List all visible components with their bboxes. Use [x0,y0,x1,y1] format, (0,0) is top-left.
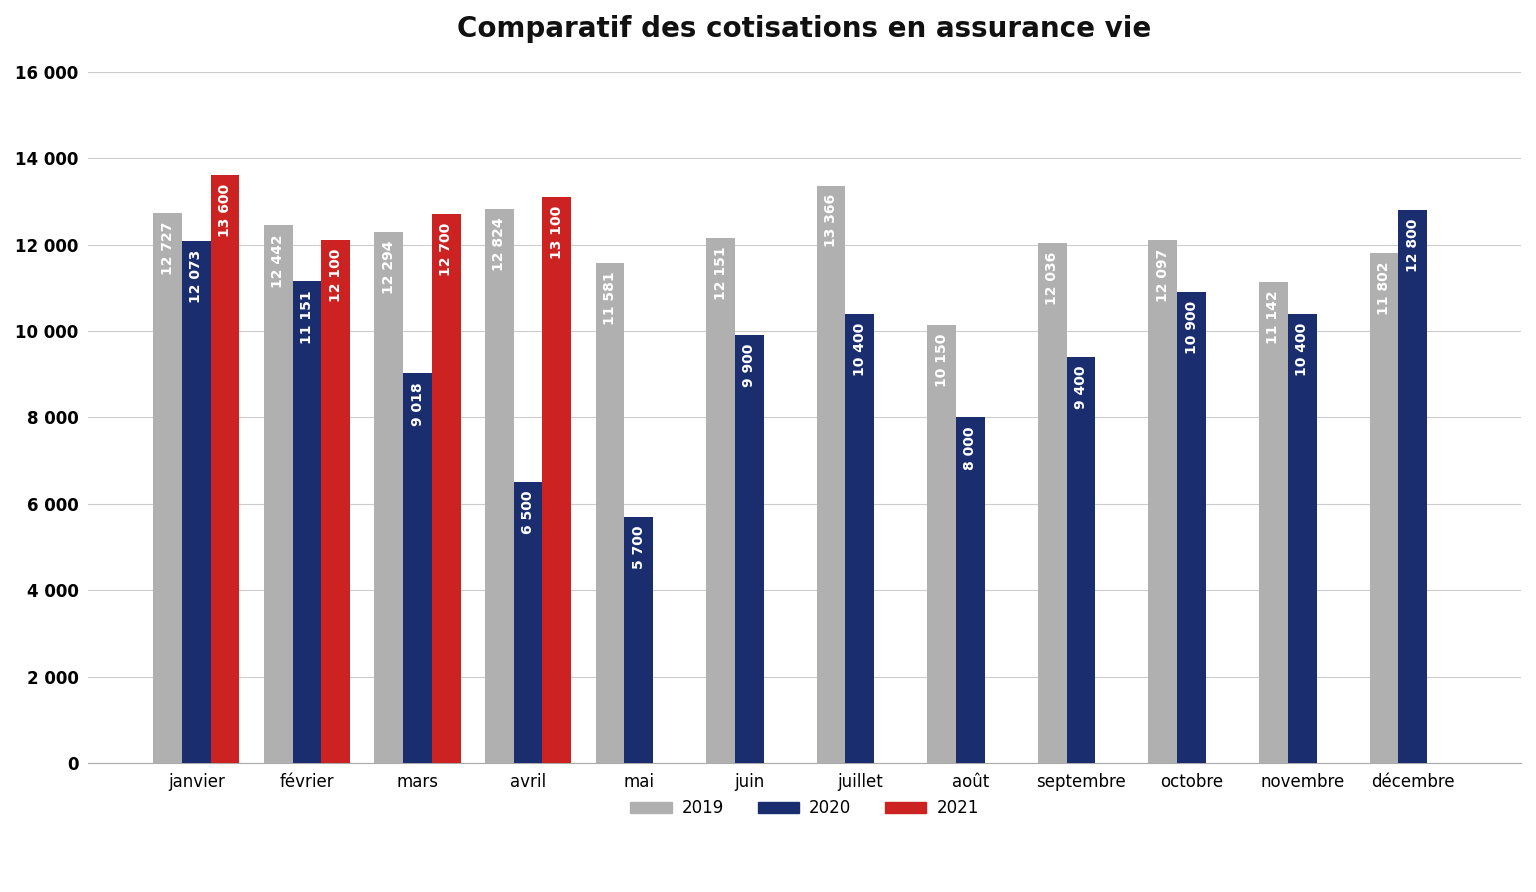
Text: 13 600: 13 600 [218,184,232,237]
Bar [596,262,624,764]
Text: 12 036: 12 036 [1046,252,1060,305]
Text: 8 000: 8 000 [963,426,977,469]
Text: 10 400: 10 400 [1295,322,1309,376]
Bar [1149,240,1177,764]
Bar [1260,282,1287,764]
Text: 13 366: 13 366 [825,194,839,247]
Text: 12 800: 12 800 [1405,219,1419,272]
Bar [402,374,432,764]
Text: 6 500: 6 500 [521,491,535,534]
Text: 12 294: 12 294 [382,241,396,294]
Text: 12 151: 12 151 [714,247,728,301]
Bar [955,417,985,764]
Text: 13 100: 13 100 [550,206,564,259]
Text: 12 073: 12 073 [189,250,203,303]
Bar [1038,243,1066,764]
Title: Comparatif des cotisations en assurance vie: Comparatif des cotisations en assurance … [458,15,1152,43]
Bar [1370,253,1398,764]
Bar [1066,357,1095,764]
Bar [1177,292,1206,764]
Text: 11 142: 11 142 [1266,290,1281,344]
Text: 10 900: 10 900 [1184,301,1198,354]
Bar [485,209,513,764]
Bar [1398,210,1427,764]
Bar [1287,314,1316,764]
Bar [264,226,292,764]
Text: 9 400: 9 400 [1074,366,1087,409]
Bar [432,214,461,764]
Text: 10 400: 10 400 [852,322,866,376]
Text: 11 151: 11 151 [300,290,313,343]
Text: 12 700: 12 700 [439,223,453,277]
Bar [707,238,734,764]
Bar [928,325,955,764]
Bar [624,516,653,764]
Text: 11 581: 11 581 [604,271,617,325]
Bar [542,197,571,764]
Text: 9 900: 9 900 [742,344,756,387]
Text: 5 700: 5 700 [631,525,645,569]
Text: 12 097: 12 097 [1155,249,1170,302]
Bar [321,240,350,764]
Text: 9 018: 9 018 [410,382,424,425]
Bar [845,314,874,764]
Bar [375,232,402,764]
Bar [292,281,321,764]
Text: 10 150: 10 150 [935,333,949,386]
Text: 12 442: 12 442 [272,234,286,288]
Text: 12 824: 12 824 [493,218,507,271]
Text: 11 802: 11 802 [1376,261,1392,315]
Bar [513,483,542,764]
Bar [734,335,763,764]
Text: 12 727: 12 727 [161,222,175,275]
Legend: 2019, 2020, 2021: 2019, 2020, 2021 [624,793,986,824]
Bar [210,176,240,764]
Bar [181,242,210,764]
Bar [154,213,181,764]
Text: 12 100: 12 100 [329,249,343,302]
Bar [817,186,845,764]
